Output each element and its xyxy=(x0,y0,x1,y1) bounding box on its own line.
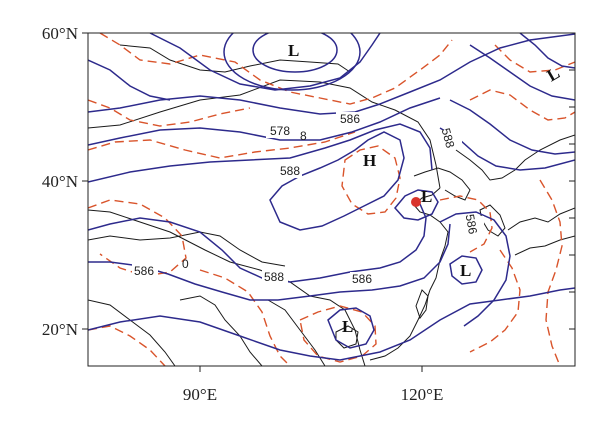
low-center-north: L xyxy=(288,41,299,60)
contour-label-0: 0 xyxy=(182,257,189,271)
contour-label-586-west: 586 xyxy=(134,264,154,278)
contour-label-588-south: 588 xyxy=(264,270,284,284)
low-center-bohai: L xyxy=(421,187,432,206)
plot-frame xyxy=(87,32,576,367)
lon-label-120e: 120°E xyxy=(401,385,444,404)
contour-label-586-east: 586 xyxy=(463,213,480,235)
lon-label-90e: 90°E xyxy=(183,385,217,404)
contour-label-586-south: 586 xyxy=(352,272,372,286)
axis-ticks xyxy=(82,32,575,372)
low-center-south-china-sea: L xyxy=(342,317,353,336)
contour-label-578: 578 xyxy=(270,124,290,138)
location-marker xyxy=(411,197,421,207)
low-center-northeast: L xyxy=(544,63,563,85)
contour-label-8: 8 xyxy=(300,129,307,143)
contour-label-586-north: 586 xyxy=(340,112,360,126)
lat-label-20n: 20°N xyxy=(42,320,78,339)
high-center-north-china: H xyxy=(363,151,376,170)
low-center-east-china-sea: L xyxy=(460,261,471,280)
contour-labels: 578 586 588 588 588 586 586 586 0 8 xyxy=(132,112,484,286)
lat-label-60n: 60°N xyxy=(42,24,78,43)
contour-label-588-northeast: 588 xyxy=(439,127,458,150)
longitude-labels: 90°E 120°E xyxy=(183,385,443,404)
lat-label-40n: 40°N xyxy=(42,172,78,191)
contour-label-588-west: 588 xyxy=(280,164,300,178)
latitude-labels: 60°N 40°N 20°N xyxy=(42,24,78,339)
